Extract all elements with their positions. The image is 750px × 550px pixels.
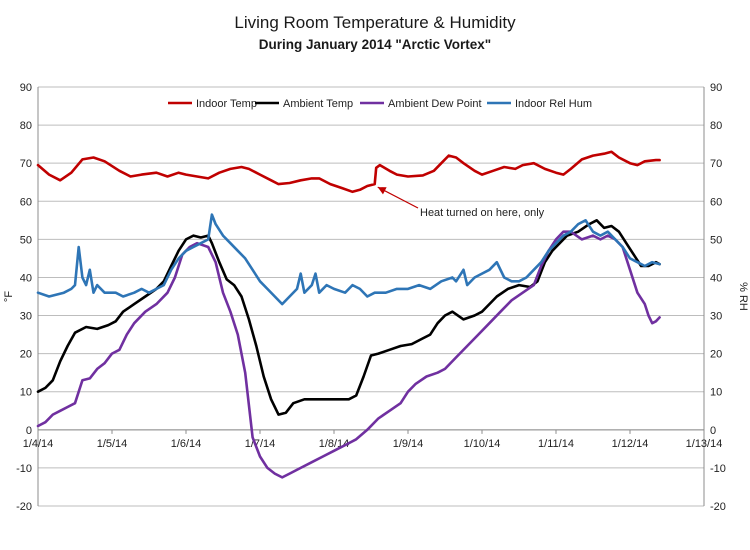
x-tick-label: 1/11/14 (538, 438, 574, 450)
series-line-indoor-rel-hum (36, 213, 661, 306)
y-tick-label-right: 40 (710, 272, 722, 284)
y-tick-label-left: 10 (20, 387, 32, 399)
y-tick-label-right: -10 (710, 463, 726, 475)
y-tick-label-right: 0 (710, 425, 716, 437)
y-tick-label-left: 60 (20, 196, 32, 208)
y-tick-label-right: 20 (710, 349, 722, 361)
y-tick-label-right: -20 (710, 501, 726, 513)
y-tick-label-right: 90 (710, 82, 722, 94)
y-tick-label-left: 70 (20, 158, 32, 170)
y-tick-label-right: 70 (710, 158, 722, 170)
y-tick-label-left: 0 (26, 425, 32, 437)
y-tick-label-right: 60 (710, 196, 722, 208)
legend-label-indoor-temp: Indoor Temp (196, 98, 257, 110)
chart-subtitle: During January 2014 "Arctic Vortex" (259, 37, 491, 52)
y-axis-label-left: °F (3, 291, 15, 302)
x-tick-label: 1/6/14 (171, 438, 202, 450)
y-tick-label-left: 20 (20, 349, 32, 361)
annotation-text: Heat turned on here, only (420, 207, 545, 219)
y-tick-label-left: 40 (20, 272, 32, 284)
y-tick-label-left: 90 (20, 82, 32, 94)
annotation-arrow-head (377, 187, 387, 195)
series-line-ambient-temp (36, 219, 661, 416)
legend-label-ambient-dew-point: Ambient Dew Point (388, 98, 482, 110)
x-tick-label: 1/7/14 (245, 438, 276, 450)
x-tick-label: 1/13/14 (686, 438, 723, 450)
legend-label-ambient-temp: Ambient Temp (283, 98, 353, 110)
x-tick-label: 1/8/14 (319, 438, 350, 450)
y-tick-label-left: 80 (20, 120, 32, 132)
y-tick-label-left: 30 (20, 311, 32, 323)
y-tick-label-right: 80 (710, 120, 722, 132)
x-tick-label: 1/9/14 (393, 438, 424, 450)
chart-title: Living Room Temperature & Humidity (234, 13, 516, 32)
series-line-indoor-temp (36, 150, 661, 194)
y-tick-label-left: -10 (16, 463, 32, 475)
x-tick-label: 1/12/14 (612, 438, 649, 450)
y-axis-label-right: % RH (737, 282, 749, 311)
y-tick-label-right: 10 (710, 387, 722, 399)
y-tick-label-left: 50 (20, 234, 32, 246)
x-tick-label: 1/4/14 (23, 438, 54, 450)
y-tick-label-right: 50 (710, 234, 722, 246)
y-tick-label-left: -20 (16, 501, 32, 513)
series-line-ambient-dew-point (36, 230, 661, 479)
legend-label-indoor-rel-hum: Indoor Rel Hum (515, 98, 592, 110)
x-tick-label: 1/10/14 (464, 438, 501, 450)
y-tick-label-right: 30 (710, 311, 722, 323)
x-tick-label: 1/5/14 (97, 438, 128, 450)
